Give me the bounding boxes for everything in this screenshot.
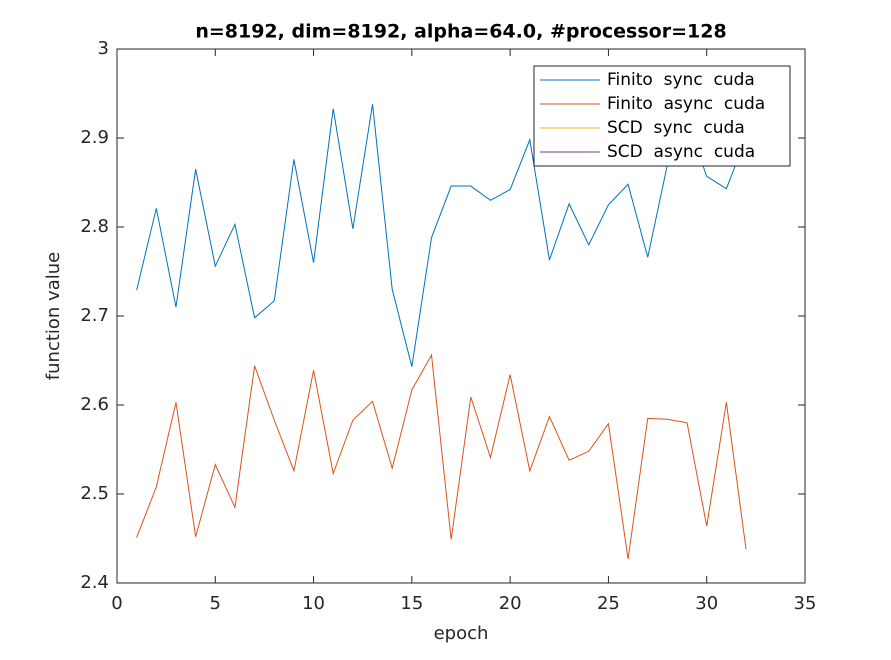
y-tick-label: 2.5	[80, 483, 109, 504]
legend-label: SCD sync cuda	[607, 118, 745, 138]
y-tick-label: 2.7	[80, 305, 109, 326]
x-tick-label: 0	[111, 593, 122, 614]
x-tick-label: 35	[794, 593, 817, 614]
y-axis-label: function value	[43, 252, 64, 380]
series-line	[136, 353, 747, 560]
x-tick-label: 15	[400, 593, 423, 614]
plot-lines	[136, 104, 747, 560]
x-tick-label: 5	[210, 593, 221, 614]
legend-box	[533, 65, 791, 167]
x-tick-label: 20	[499, 593, 522, 614]
y-tick-label: 2.6	[80, 394, 109, 415]
x-tick-label: 10	[302, 593, 325, 614]
chart-title: n=8192, dim=8192, alpha=64.0, #processor…	[195, 21, 726, 43]
legend-label: Finito sync cuda	[607, 70, 755, 90]
y-tick-label: 2.8	[80, 216, 109, 237]
x-tick-label: 30	[695, 593, 718, 614]
x-tick-label: 25	[597, 593, 620, 614]
y-tick-label: 3	[98, 38, 109, 59]
x-axis-label: epoch	[434, 623, 489, 644]
legend-label: Finito async cuda	[607, 94, 765, 114]
legend-label: SCD async cuda	[607, 142, 755, 162]
series-line	[136, 104, 747, 367]
y-tick-label: 2.9	[80, 127, 109, 148]
y-tick-label: 2.4	[80, 572, 109, 593]
